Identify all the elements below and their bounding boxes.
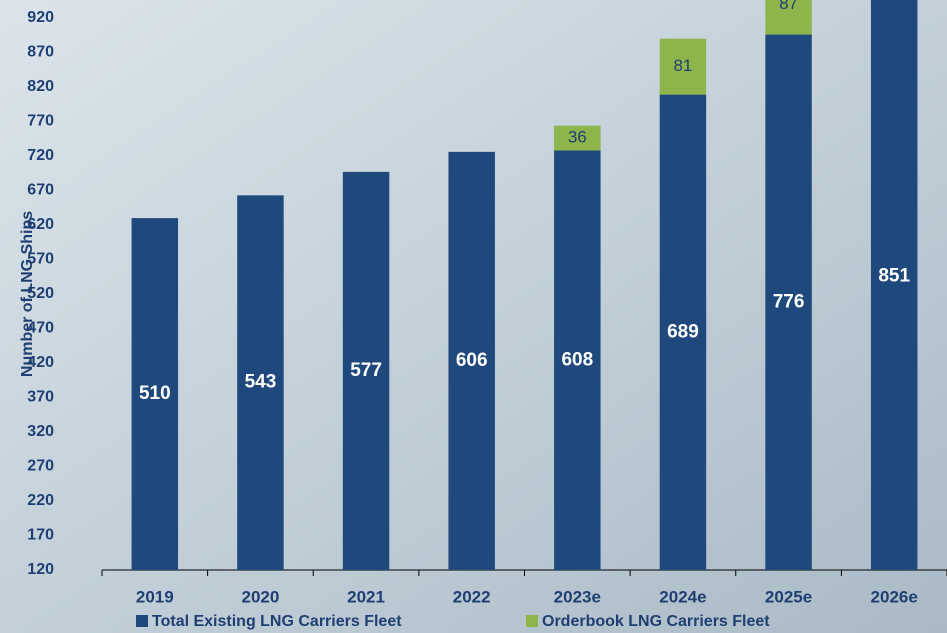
y-tick-label: 120 xyxy=(27,561,54,578)
data-label: 510 xyxy=(139,383,171,404)
x-tick-label: 2020 xyxy=(242,587,280,606)
bar-segment xyxy=(765,0,812,35)
bar-segment xyxy=(554,150,601,571)
y-tick-label: 170 xyxy=(27,527,54,544)
legend-label: Total Existing LNG Carriers Fleet xyxy=(152,613,402,630)
data-label: 608 xyxy=(561,349,593,370)
legend-label: Orderbook LNG Carriers Fleet xyxy=(542,613,770,630)
bar-segment xyxy=(765,34,812,571)
data-label: 606 xyxy=(456,350,488,371)
bar-segment xyxy=(554,125,601,151)
y-tick-label: 770 xyxy=(27,113,54,130)
y-tick-label: 420 xyxy=(27,354,54,371)
x-tick-label: 2023e xyxy=(554,587,601,606)
x-tick-label: 2026e xyxy=(871,587,918,606)
data-label: 81 xyxy=(673,56,692,75)
y-tick-label: 270 xyxy=(27,458,54,475)
data-label: 776 xyxy=(773,291,805,312)
y-tick-label: 920 xyxy=(27,9,54,26)
data-label: 543 xyxy=(245,372,277,393)
legend-swatch xyxy=(136,615,148,627)
y-tick-label: 470 xyxy=(27,320,54,337)
y-tick-label: 570 xyxy=(27,251,54,268)
y-tick-label: 820 xyxy=(27,78,54,95)
y-tick-label: 670 xyxy=(27,182,54,199)
y-tick-label: 720 xyxy=(27,147,54,164)
y-tick-label: 220 xyxy=(27,492,54,509)
data-label: 689 xyxy=(667,321,699,342)
x-tick-label: 2021 xyxy=(347,587,385,606)
y-tick-label: 320 xyxy=(27,423,54,440)
bar-segment xyxy=(131,218,179,570)
y-axis-label: Number of LNG Ships xyxy=(19,211,36,377)
y-tick-label: 520 xyxy=(27,285,54,302)
x-tick-label: 2022 xyxy=(453,587,491,606)
bar-segment xyxy=(870,0,918,571)
x-tick-label: 2024e xyxy=(659,587,706,606)
bar-segment xyxy=(448,151,495,571)
data-label: 577 xyxy=(350,360,382,381)
bar-segment xyxy=(342,171,390,570)
data-label: 36 xyxy=(568,128,587,147)
bar-segment xyxy=(659,94,707,570)
data-label: 87 xyxy=(779,0,798,13)
x-tick-label: 2025e xyxy=(765,587,812,606)
legend-swatch xyxy=(526,615,538,627)
y-tick-label: 620 xyxy=(27,216,54,233)
y-tick-label: 870 xyxy=(27,44,54,61)
bar-segment xyxy=(659,38,707,95)
bar-segment xyxy=(237,195,284,570)
data-label: 851 xyxy=(878,265,910,286)
x-tick-label: 2019 xyxy=(136,587,174,606)
y-tick-label: 370 xyxy=(27,389,54,406)
